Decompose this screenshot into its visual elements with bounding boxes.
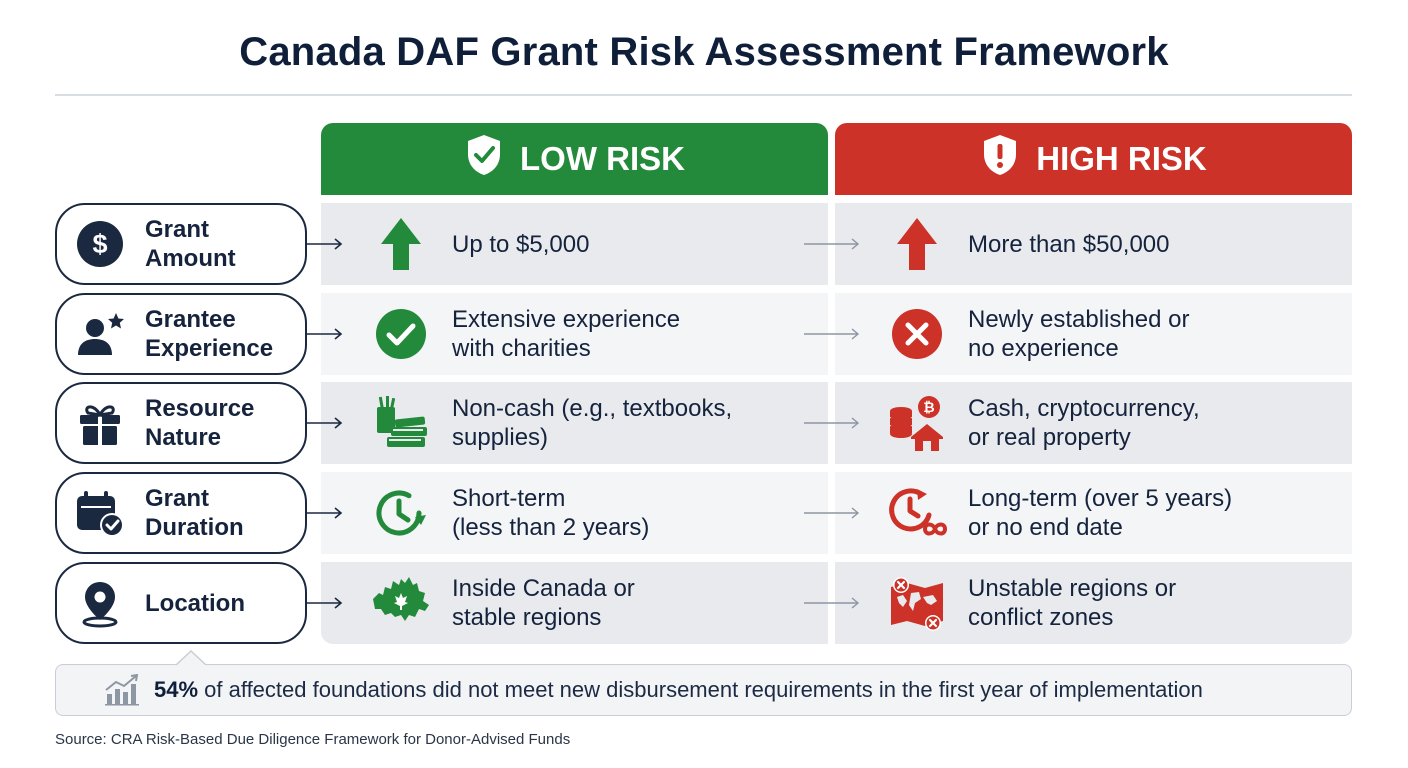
coins-house-icon: ₿ (885, 391, 949, 455)
check-circle-icon (369, 302, 433, 366)
low-cell-text: Extensive experience with charities (452, 306, 681, 362)
low-cell-resource-nature: Non-cash (e.g., textbooks, supplies) (321, 382, 828, 464)
low-cell-grantee-experience: Extensive experience with charities (321, 293, 828, 375)
low-cell-grant-amount: Up to $5,000 (321, 203, 828, 285)
high-cell-text: Newly established or no experience (968, 306, 1190, 362)
row-label-text: Grant Amount (145, 216, 236, 272)
row-label-grantee-experience: Grantee Experience (55, 293, 307, 375)
high-cell-grantee-experience: Newly established or no experience (835, 293, 1352, 375)
high-cell-text: Unstable regions or conflict zones (968, 575, 1177, 631)
low-cell-grant-duration: Short-term (less than 2 years) (321, 472, 828, 554)
row-label-grant-duration: Grant Duration (55, 472, 307, 554)
connector-arrow (307, 326, 345, 342)
svg-text:₿: ₿ (923, 399, 934, 415)
canada-map-icon (369, 571, 433, 635)
high-cell-text: Long-term (over 5 years) or no end date (968, 485, 1233, 541)
high-cell-grant-duration: Long-term (over 5 years) or no end date (835, 472, 1352, 554)
row-label-text: Grant Duration (145, 485, 244, 541)
connector-arrow (804, 595, 860, 611)
row-label-resource-nature: Resource Nature (55, 382, 307, 464)
low-risk-header: LOW RISK (321, 123, 828, 195)
high-cell-resource-nature: ₿ Cash, cryptocurrency, or real property (835, 382, 1352, 464)
location-pin-icon (75, 578, 125, 628)
connector-arrow (804, 326, 860, 342)
high-risk-header: HIGH RISK (835, 123, 1352, 195)
x-circle-icon (885, 302, 949, 366)
shield-check-icon (464, 133, 520, 185)
high-cell-location: Unstable regions or conflict zones (835, 562, 1352, 644)
low-cell-text: Up to $5,000 (452, 230, 590, 258)
low-risk-header-label: LOW RISK (520, 140, 685, 177)
clock-infinity-icon (885, 481, 949, 545)
high-cell-text: More than $50,000 (968, 230, 1170, 258)
clock-arrow-icon (369, 481, 433, 545)
high-risk-header-label: HIGH RISK (1036, 140, 1207, 177)
svg-text:$: $ (92, 229, 107, 259)
connector-arrow (307, 505, 345, 521)
calendar-check-icon (75, 488, 125, 538)
connector-arrow (307, 236, 345, 252)
callout-text: 54% of affected foundations did not meet… (154, 677, 1203, 702)
row-label-text: Location (145, 589, 245, 617)
connector-arrow (307, 415, 345, 431)
row-label-grant-amount: $ Grant Amount (55, 203, 307, 285)
bar-chart-trend-icon (104, 673, 140, 706)
title-divider (55, 94, 1352, 96)
connector-arrow (804, 505, 860, 521)
dollar-icon: $ (75, 219, 125, 269)
arrow-up-icon (885, 212, 949, 276)
callout-pointer (176, 650, 206, 666)
books-supplies-icon (369, 391, 433, 455)
low-cell-text: Inside Canada or stable regions (452, 575, 635, 631)
callout-highlight: 54% (154, 677, 199, 702)
person-star-icon (75, 309, 125, 359)
connector-arrow (307, 595, 345, 611)
statistic-callout: 54% of affected foundations did not meet… (55, 664, 1352, 716)
source-note: Source: CRA Risk-Based Due Diligence Fra… (55, 731, 571, 748)
page-title: Canada DAF Grant Risk Assessment Framewo… (239, 30, 1169, 74)
row-label-location: Location (55, 562, 307, 644)
connector-arrow (804, 415, 860, 431)
arrow-up-icon (369, 212, 433, 276)
high-cell-text: Cash, cryptocurrency, or real property (968, 395, 1200, 451)
low-cell-location: Inside Canada or stable regions (321, 562, 828, 644)
low-cell-text: Non-cash (e.g., textbooks, supplies) (452, 395, 733, 451)
gift-icon (75, 398, 125, 448)
connector-arrow (804, 236, 860, 252)
high-cell-grant-amount: More than $50,000 (835, 203, 1352, 285)
world-map-x-icon (885, 571, 949, 635)
row-label-text: Grantee Experience (145, 306, 274, 362)
shield-exclamation-icon (980, 133, 1036, 185)
low-cell-text: Short-term (less than 2 years) (452, 485, 650, 541)
row-label-text: Resource Nature (145, 395, 255, 451)
